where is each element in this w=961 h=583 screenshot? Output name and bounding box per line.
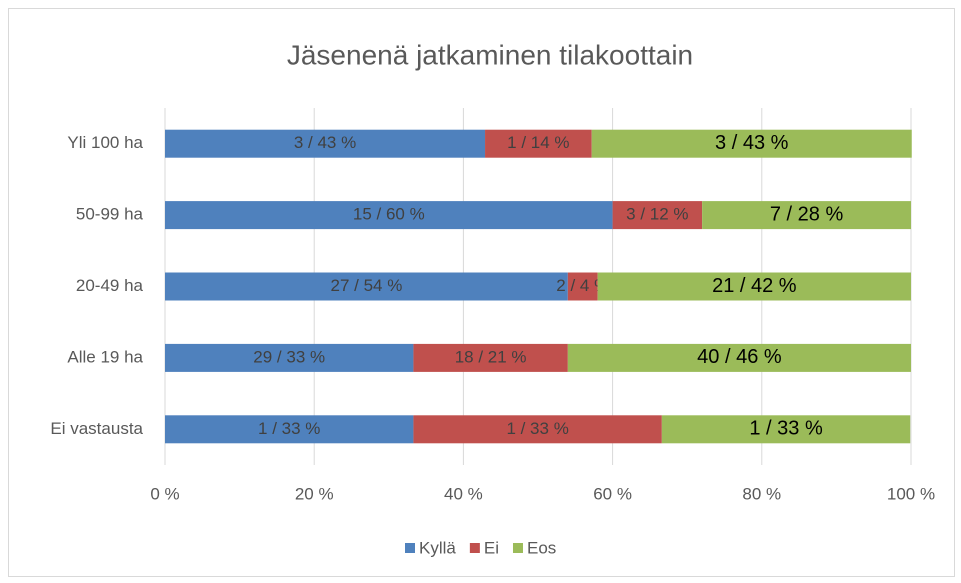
data-label: 3 / 12 % <box>626 205 688 224</box>
chart-title: Jäsenenä jatkaminen tilakoottain <box>287 39 693 70</box>
legend-swatch <box>405 543 415 553</box>
data-label: 1 / 33 % <box>506 419 568 438</box>
y-tick-label: Yli 100 ha <box>67 133 143 152</box>
bar-segment <box>567 343 911 372</box>
bar-segment <box>485 129 592 158</box>
bar-segment <box>661 415 911 444</box>
legend-label: Kyllä <box>419 538 456 557</box>
bar-segment <box>413 343 568 372</box>
data-label: 1 / 14 % <box>507 133 569 152</box>
data-label: 3 / 43 % <box>715 132 789 154</box>
bar-segment <box>591 129 912 158</box>
x-tick-label: 80 % <box>742 484 781 503</box>
legend-swatch <box>469 543 480 553</box>
data-label: 1 / 33 % <box>749 418 823 440</box>
y-tick-label: 50-99 ha <box>76 205 144 224</box>
bar-segment <box>702 201 911 230</box>
legend-label: Eos <box>527 538 556 557</box>
bar-segment <box>165 272 568 301</box>
bar-segment <box>165 343 414 372</box>
bar-segment <box>165 129 486 158</box>
y-tick-label: Ei vastausta <box>50 419 143 438</box>
legend-swatch <box>512 543 523 553</box>
bar-segment <box>165 201 613 230</box>
x-tick-label: 20 % <box>295 484 334 503</box>
bar-segment <box>597 272 911 301</box>
y-tick-label: Alle 19 ha <box>67 347 143 366</box>
data-label: 15 / 60 % <box>353 205 425 224</box>
x-tick-label: 40 % <box>444 484 483 503</box>
data-label: 18 / 21 % <box>455 347 527 366</box>
data-label: 27 / 54 % <box>331 276 403 295</box>
x-tick-label: 0 % <box>150 484 179 503</box>
data-label: 3 / 43 % <box>294 133 356 152</box>
bar-segment <box>165 415 414 444</box>
data-label: 40 / 46 % <box>697 346 782 368</box>
x-tick-label: 60 % <box>593 484 632 503</box>
bar-segment <box>612 201 703 230</box>
y-tick-label: 20-49 ha <box>76 276 144 295</box>
x-tick-label: 100 % <box>887 484 935 503</box>
bar-segment <box>567 272 598 301</box>
legend-label: Ei <box>484 538 499 557</box>
data-label: 21 / 42 % <box>712 275 797 297</box>
data-label: 7 / 28 % <box>770 203 844 225</box>
data-label: 2 / 4 % <box>556 276 609 295</box>
data-label: 29 / 33 % <box>253 347 325 366</box>
data-label: 1 / 33 % <box>258 419 320 438</box>
bar-segment <box>413 415 662 444</box>
